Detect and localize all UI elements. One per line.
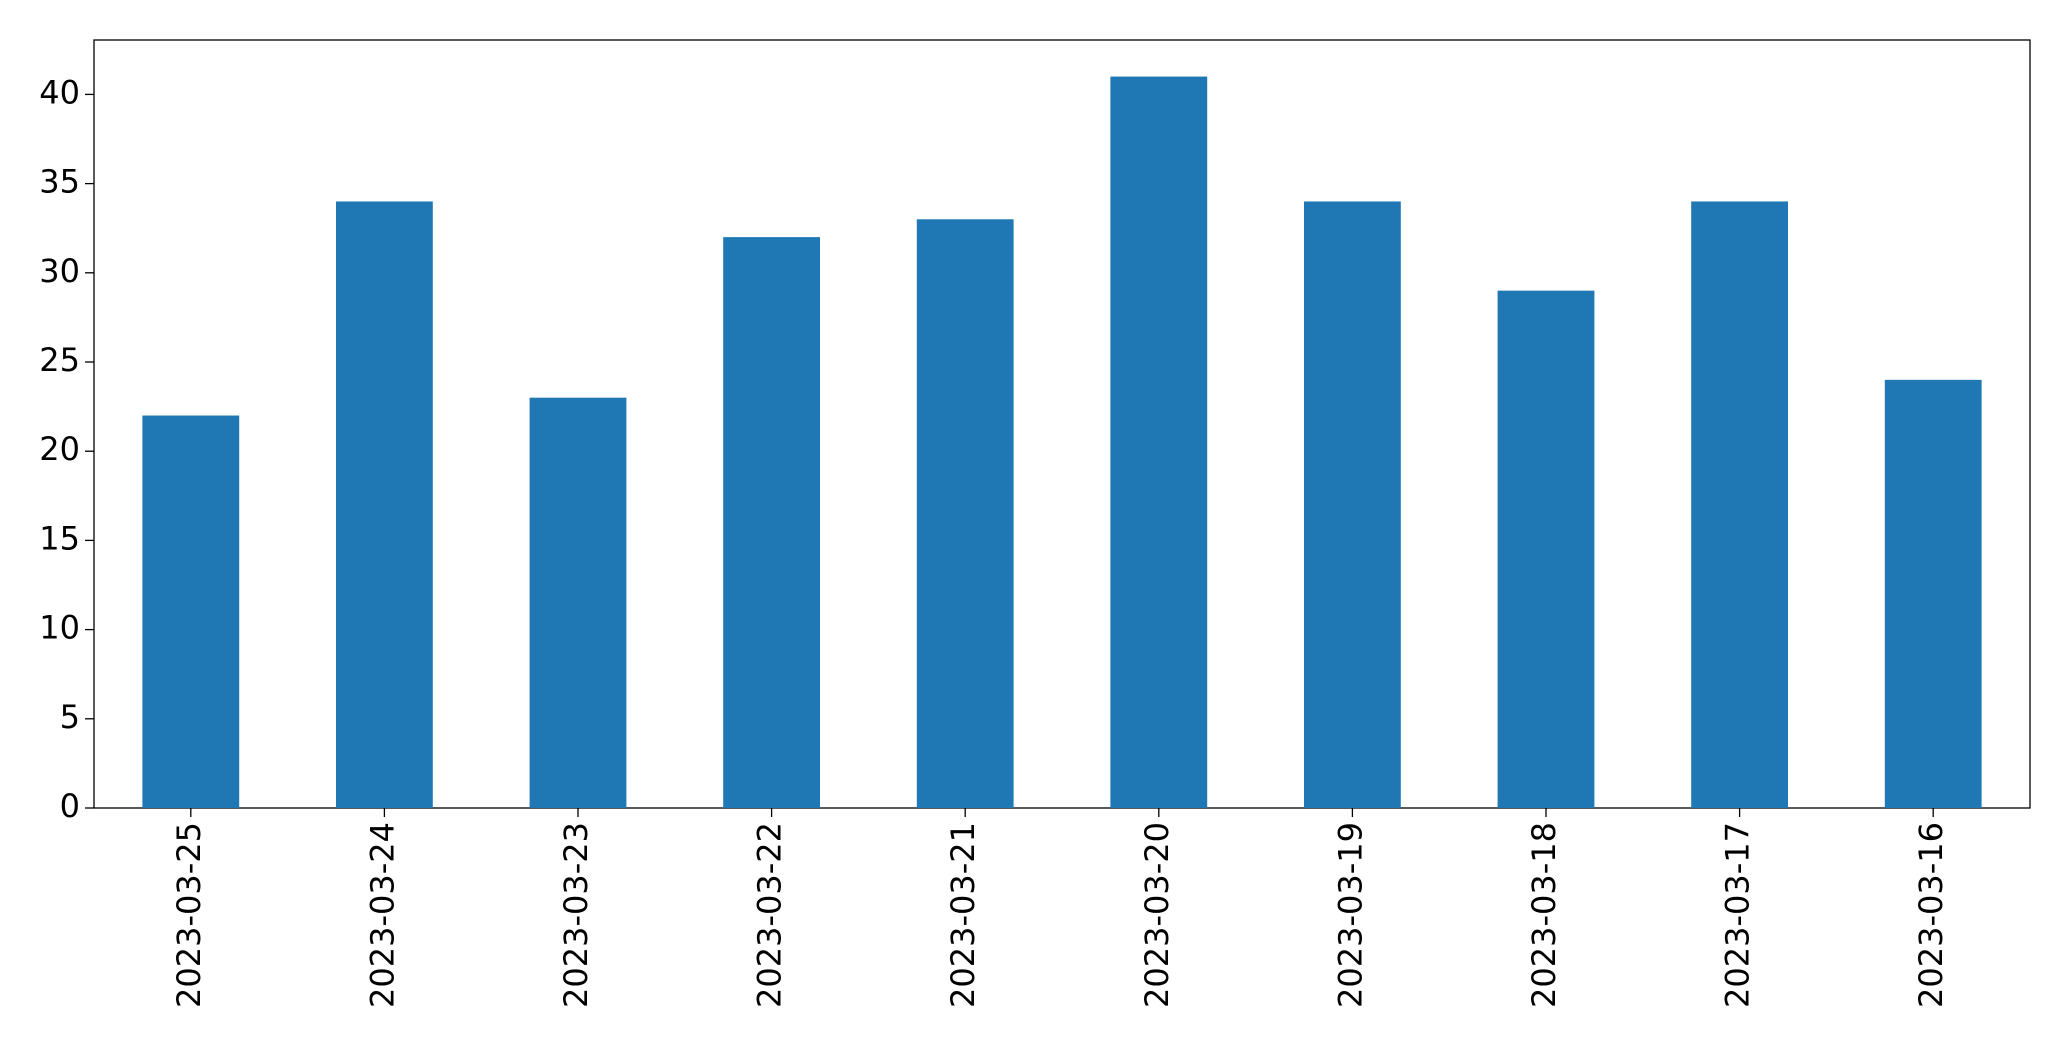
bar	[336, 201, 433, 809]
bar	[529, 397, 627, 808]
x-tick-label: 2023-03-22	[751, 822, 789, 1008]
y-tick-label: 0	[60, 787, 80, 825]
x-tick-label: 2023-03-24	[363, 822, 401, 1008]
bar	[142, 415, 240, 808]
y-tick-label: 5	[60, 698, 80, 736]
x-tick-label: 2023-03-18	[1525, 822, 1563, 1008]
y-tick-label: 35	[39, 163, 80, 201]
bar	[723, 237, 820, 809]
bar	[1110, 76, 1208, 809]
bar	[916, 219, 1014, 809]
x-tick-label: 2023-03-23	[557, 822, 595, 1008]
x-tick-label: 2023-03-16	[1912, 822, 1950, 1008]
y-tick-label: 15	[39, 519, 80, 557]
bar	[1884, 379, 1982, 808]
bar	[1304, 201, 1401, 809]
bar	[1691, 201, 1788, 809]
bar	[1497, 290, 1595, 808]
x-tick-label: 2023-03-21	[944, 822, 982, 1008]
x-tick-label: 2023-03-20	[1138, 822, 1176, 1008]
y-tick-label: 20	[39, 430, 80, 468]
y-tick-label: 25	[39, 341, 80, 379]
x-tick-label: 2023-03-25	[170, 822, 208, 1008]
plot-frame	[93, 39, 2031, 809]
y-tick-label: 10	[39, 609, 80, 647]
y-tick-label: 30	[39, 252, 80, 290]
y-tick-label: 40	[39, 73, 80, 111]
x-tick-label: 2023-03-17	[1719, 822, 1757, 1008]
x-tick-label: 2023-03-19	[1331, 822, 1369, 1008]
